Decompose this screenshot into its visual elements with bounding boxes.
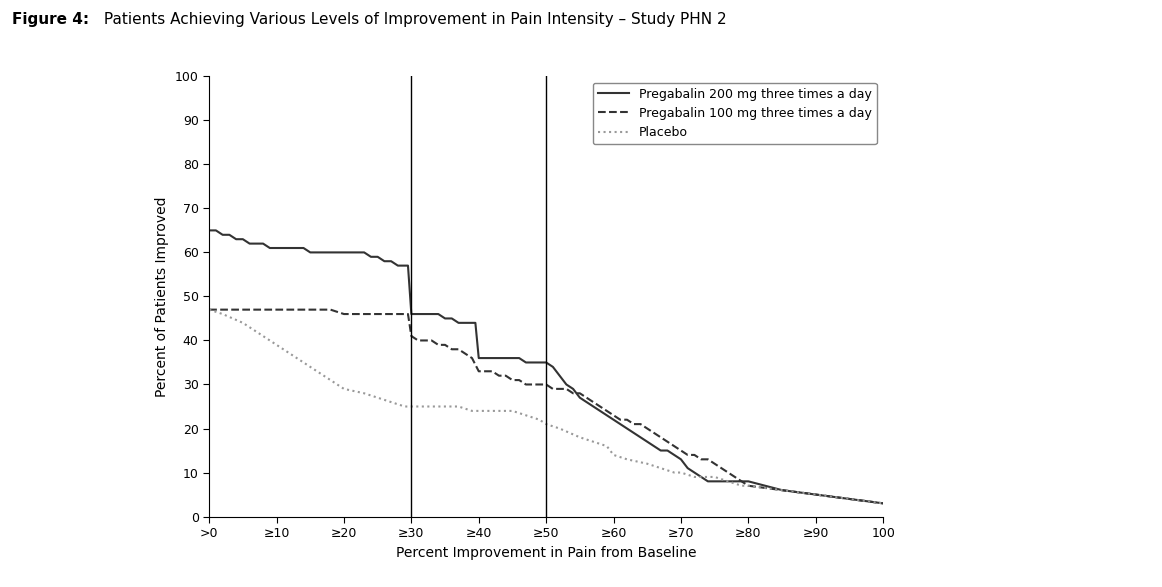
Text: Figure 4:: Figure 4: [12,12,88,27]
Legend: Pregabalin 200 mg three times a day, Pregabalin 100 mg three times a day, Placeb: Pregabalin 200 mg three times a day, Pre… [593,83,877,144]
X-axis label: Percent Improvement in Pain from Baseline: Percent Improvement in Pain from Baselin… [396,545,696,559]
Y-axis label: Percent of Patients Improved: Percent of Patients Improved [156,196,170,397]
Text: Patients Achieving Various Levels of Improvement in Pain Intensity – Study PHN 2: Patients Achieving Various Levels of Imp… [99,12,726,27]
